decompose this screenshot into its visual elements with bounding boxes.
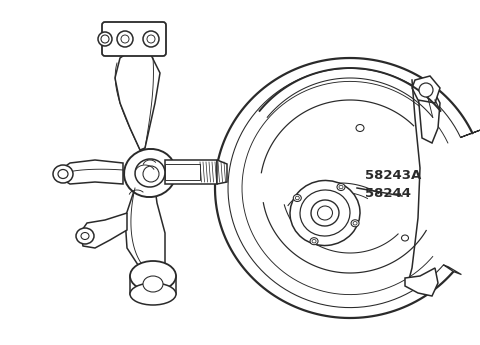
Polygon shape	[412, 76, 440, 103]
Ellipse shape	[81, 233, 89, 239]
Text: 58244: 58244	[365, 187, 411, 199]
Circle shape	[419, 83, 433, 97]
Ellipse shape	[58, 169, 68, 178]
Polygon shape	[165, 164, 200, 180]
Polygon shape	[60, 160, 123, 184]
Ellipse shape	[351, 220, 359, 227]
Ellipse shape	[135, 159, 165, 187]
Ellipse shape	[317, 206, 333, 220]
Ellipse shape	[337, 184, 345, 190]
Circle shape	[101, 35, 109, 43]
Ellipse shape	[295, 196, 300, 200]
Ellipse shape	[290, 180, 360, 246]
Circle shape	[147, 35, 155, 43]
Ellipse shape	[53, 165, 73, 183]
Ellipse shape	[293, 195, 301, 201]
Ellipse shape	[353, 221, 357, 225]
Polygon shape	[130, 276, 176, 294]
Polygon shape	[418, 88, 440, 143]
Ellipse shape	[98, 32, 112, 46]
Polygon shape	[80, 213, 127, 248]
FancyBboxPatch shape	[102, 22, 166, 56]
Text: 58243A: 58243A	[365, 168, 421, 181]
Polygon shape	[405, 268, 438, 296]
Polygon shape	[165, 160, 217, 184]
Ellipse shape	[339, 185, 343, 189]
Circle shape	[143, 31, 159, 47]
Ellipse shape	[130, 283, 176, 305]
Circle shape	[121, 35, 129, 43]
Ellipse shape	[124, 149, 176, 197]
Ellipse shape	[300, 190, 350, 236]
Circle shape	[143, 166, 159, 182]
Ellipse shape	[143, 276, 163, 292]
Polygon shape	[125, 188, 165, 273]
Ellipse shape	[312, 239, 316, 243]
Polygon shape	[461, 130, 480, 137]
Ellipse shape	[356, 125, 364, 131]
Polygon shape	[115, 48, 160, 150]
Ellipse shape	[310, 238, 318, 245]
Ellipse shape	[311, 200, 339, 226]
Circle shape	[117, 31, 133, 47]
Ellipse shape	[130, 261, 176, 291]
Ellipse shape	[76, 228, 94, 244]
Ellipse shape	[401, 235, 408, 241]
Polygon shape	[444, 265, 461, 275]
Polygon shape	[217, 160, 227, 184]
